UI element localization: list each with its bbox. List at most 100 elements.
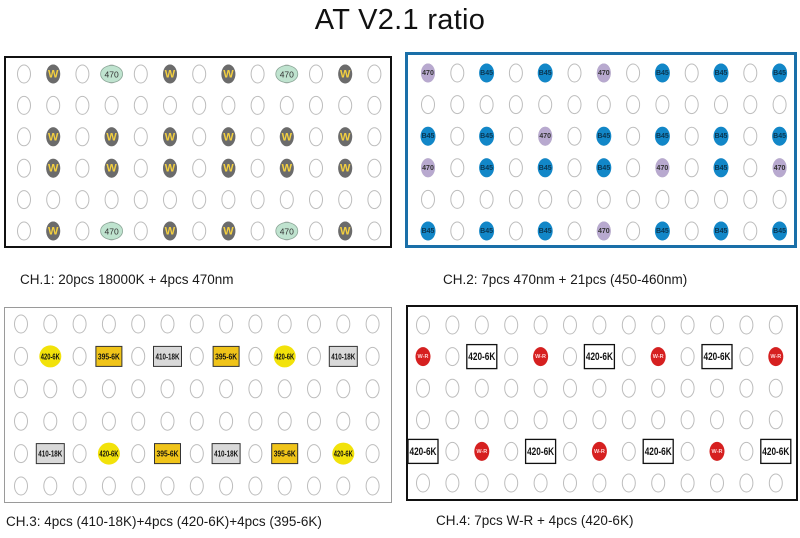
empty-led bbox=[655, 189, 670, 209]
empty-led bbox=[743, 158, 758, 178]
led-395-body bbox=[154, 443, 181, 465]
led-b45: B45 bbox=[772, 126, 788, 146]
led-b45: B45 bbox=[654, 221, 670, 241]
led-395-body bbox=[212, 345, 240, 367]
empty-led bbox=[338, 190, 353, 210]
led-label: W bbox=[48, 226, 59, 238]
led-label: B45 bbox=[656, 228, 669, 235]
empty-led bbox=[309, 158, 323, 178]
led-wbox: 420-6K bbox=[760, 438, 792, 465]
empty-led bbox=[219, 379, 234, 399]
led-label: W bbox=[48, 163, 59, 175]
led-b45-body bbox=[479, 126, 495, 146]
empty-led bbox=[131, 379, 146, 399]
empty-led bbox=[309, 190, 323, 210]
led-420-body bbox=[273, 345, 296, 368]
led-wr-body bbox=[650, 347, 666, 367]
led-grid-ch3: 420-6K 395-6K 410-18K 395-6K 420-6K 410-18K 41… bbox=[14, 314, 380, 496]
led-ycirc: 420-6K bbox=[273, 345, 296, 368]
led-w-body bbox=[279, 158, 294, 178]
led-b45: B45 bbox=[420, 221, 436, 241]
empty-led bbox=[367, 95, 382, 115]
empty-led bbox=[192, 64, 207, 84]
empty-led bbox=[75, 64, 90, 84]
empty-led bbox=[248, 476, 263, 496]
empty-led bbox=[43, 476, 58, 496]
empty-led bbox=[336, 379, 351, 399]
caption-ch1: CH.1: 20pcs 18000K + 4pcs 470nm bbox=[20, 272, 234, 287]
led-label: W bbox=[340, 69, 351, 81]
led-w: W bbox=[338, 158, 353, 178]
led-w-body bbox=[221, 64, 236, 84]
led-gbox: 410-18K bbox=[211, 443, 241, 465]
led-label: W-R bbox=[712, 449, 723, 455]
led-label: W bbox=[48, 69, 59, 81]
led-b45-body bbox=[420, 221, 436, 241]
empty-led bbox=[307, 346, 321, 366]
empty-led bbox=[508, 126, 523, 146]
empty-led bbox=[474, 473, 489, 493]
empty-led bbox=[538, 95, 553, 115]
empty-led bbox=[17, 221, 31, 241]
empty-led bbox=[508, 158, 523, 178]
led-label: 470 bbox=[774, 165, 786, 172]
led-w-body bbox=[221, 158, 236, 178]
led-b45: B45 bbox=[479, 158, 495, 178]
led-395-body bbox=[271, 443, 299, 465]
empty-led bbox=[72, 379, 87, 399]
led-w-body bbox=[46, 64, 61, 84]
empty-led bbox=[680, 347, 695, 367]
empty-led bbox=[445, 347, 460, 367]
panel-ch4: W-R 420-6K W-R 420-6K W-R 420-6K W-R 420-6K W-R 4… bbox=[406, 305, 798, 501]
led-w-body bbox=[338, 64, 353, 84]
led-b45-body bbox=[772, 63, 788, 83]
empty-led bbox=[445, 473, 460, 493]
empty-led bbox=[533, 378, 548, 398]
led-label: 410-18K bbox=[38, 450, 62, 459]
led-420-body bbox=[408, 438, 439, 465]
led-p470: 470 bbox=[538, 126, 553, 146]
empty-led bbox=[680, 378, 695, 398]
led-label: W-R bbox=[594, 449, 605, 455]
empty-led bbox=[309, 127, 323, 147]
empty-led bbox=[563, 347, 577, 367]
empty-led bbox=[17, 158, 31, 178]
led-gbox: 410-18K bbox=[35, 443, 65, 465]
empty-led bbox=[651, 410, 666, 430]
led-grid-ch2: 470 B45 B45 470 B45 B45 B45 B45 B45 470 B45 B45 B45 B… bbox=[420, 63, 788, 241]
led-label: W bbox=[165, 131, 176, 143]
led-b45: B45 bbox=[654, 63, 670, 83]
empty-led bbox=[43, 411, 58, 431]
led-label: B45 bbox=[773, 70, 786, 77]
led-label: W bbox=[165, 163, 176, 175]
led-label: 420-6K bbox=[704, 351, 731, 363]
empty-led bbox=[250, 127, 265, 147]
led-b45-body bbox=[479, 158, 495, 178]
empty-led bbox=[14, 379, 28, 399]
led-p470: 470 bbox=[596, 63, 611, 83]
empty-led bbox=[43, 314, 58, 334]
led-b45-body bbox=[537, 158, 553, 178]
led-gbox: 410-18K bbox=[328, 345, 358, 367]
led-label: W bbox=[48, 131, 59, 143]
empty-led bbox=[14, 411, 28, 431]
empty-led bbox=[160, 379, 175, 399]
empty-led bbox=[75, 221, 90, 241]
led-label: B45 bbox=[715, 228, 728, 235]
empty-led bbox=[563, 315, 577, 335]
empty-led bbox=[651, 473, 666, 493]
empty-led bbox=[307, 411, 321, 431]
empty-led bbox=[445, 441, 460, 461]
led-red: W-R bbox=[650, 347, 666, 367]
empty-led bbox=[533, 315, 548, 335]
empty-led bbox=[163, 95, 177, 115]
empty-led bbox=[17, 190, 31, 210]
led-wbox: 420-6K bbox=[524, 438, 557, 465]
led-label: W bbox=[223, 69, 234, 81]
empty-led bbox=[14, 444, 28, 464]
led-label: 470 bbox=[657, 165, 669, 172]
led-420-body bbox=[583, 343, 616, 370]
empty-led bbox=[367, 190, 382, 210]
empty-led bbox=[445, 410, 460, 430]
led-label: B45 bbox=[656, 70, 669, 77]
